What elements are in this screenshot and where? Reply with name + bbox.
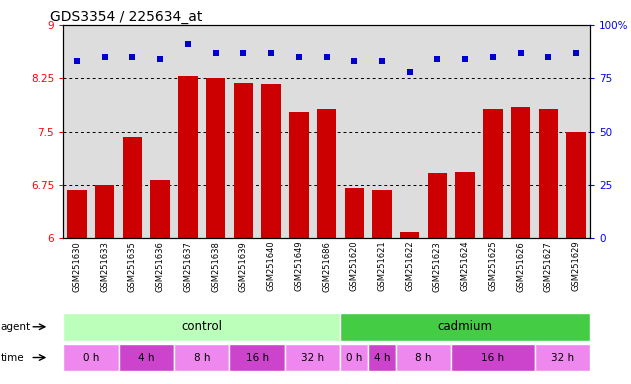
Bar: [340, 344, 368, 371]
Bar: [230, 344, 285, 371]
Point: [377, 58, 387, 64]
Bar: [150, 180, 170, 238]
Bar: [289, 112, 309, 238]
Point: [488, 54, 498, 60]
Bar: [396, 344, 451, 371]
Text: time: time: [1, 353, 24, 362]
Text: 8 h: 8 h: [415, 353, 432, 362]
Bar: [206, 78, 225, 238]
Bar: [368, 344, 396, 371]
Point: [543, 54, 553, 60]
Text: 4 h: 4 h: [138, 353, 155, 362]
Text: cadmium: cadmium: [438, 320, 493, 333]
Point: [239, 50, 249, 56]
Text: 32 h: 32 h: [301, 353, 324, 362]
Bar: [511, 108, 531, 238]
Point: [404, 69, 415, 75]
Bar: [340, 313, 590, 341]
Point: [266, 50, 276, 56]
Point: [100, 54, 110, 60]
Point: [72, 58, 82, 64]
Bar: [534, 344, 590, 371]
Bar: [451, 344, 534, 371]
Point: [432, 56, 442, 62]
Bar: [178, 76, 198, 238]
Text: 32 h: 32 h: [551, 353, 574, 362]
Text: 16 h: 16 h: [481, 353, 505, 362]
Bar: [317, 109, 336, 238]
Bar: [285, 344, 340, 371]
Point: [321, 54, 332, 60]
Point: [349, 58, 359, 64]
Bar: [428, 174, 447, 238]
Text: agent: agent: [1, 322, 31, 332]
Text: control: control: [181, 320, 222, 333]
Bar: [345, 188, 364, 238]
Point: [155, 56, 165, 62]
Bar: [68, 190, 86, 238]
Bar: [174, 344, 230, 371]
Text: 8 h: 8 h: [194, 353, 210, 362]
Bar: [119, 344, 174, 371]
Bar: [122, 137, 142, 238]
Point: [183, 41, 193, 47]
Bar: [483, 109, 503, 238]
Bar: [567, 131, 586, 238]
Point: [460, 56, 470, 62]
Bar: [400, 232, 420, 238]
Point: [516, 50, 526, 56]
Text: GDS3354 / 225634_at: GDS3354 / 225634_at: [50, 10, 203, 23]
Bar: [539, 109, 558, 238]
Bar: [63, 313, 340, 341]
Bar: [261, 84, 281, 238]
Text: 4 h: 4 h: [374, 353, 390, 362]
Bar: [233, 83, 253, 238]
Text: 0 h: 0 h: [346, 353, 362, 362]
Point: [127, 54, 138, 60]
Bar: [372, 190, 392, 238]
Text: 16 h: 16 h: [245, 353, 269, 362]
Bar: [456, 172, 475, 238]
Point: [211, 50, 221, 56]
Point: [571, 50, 581, 56]
Point: [294, 54, 304, 60]
Bar: [63, 344, 119, 371]
Text: 0 h: 0 h: [83, 353, 99, 362]
Bar: [95, 185, 114, 238]
